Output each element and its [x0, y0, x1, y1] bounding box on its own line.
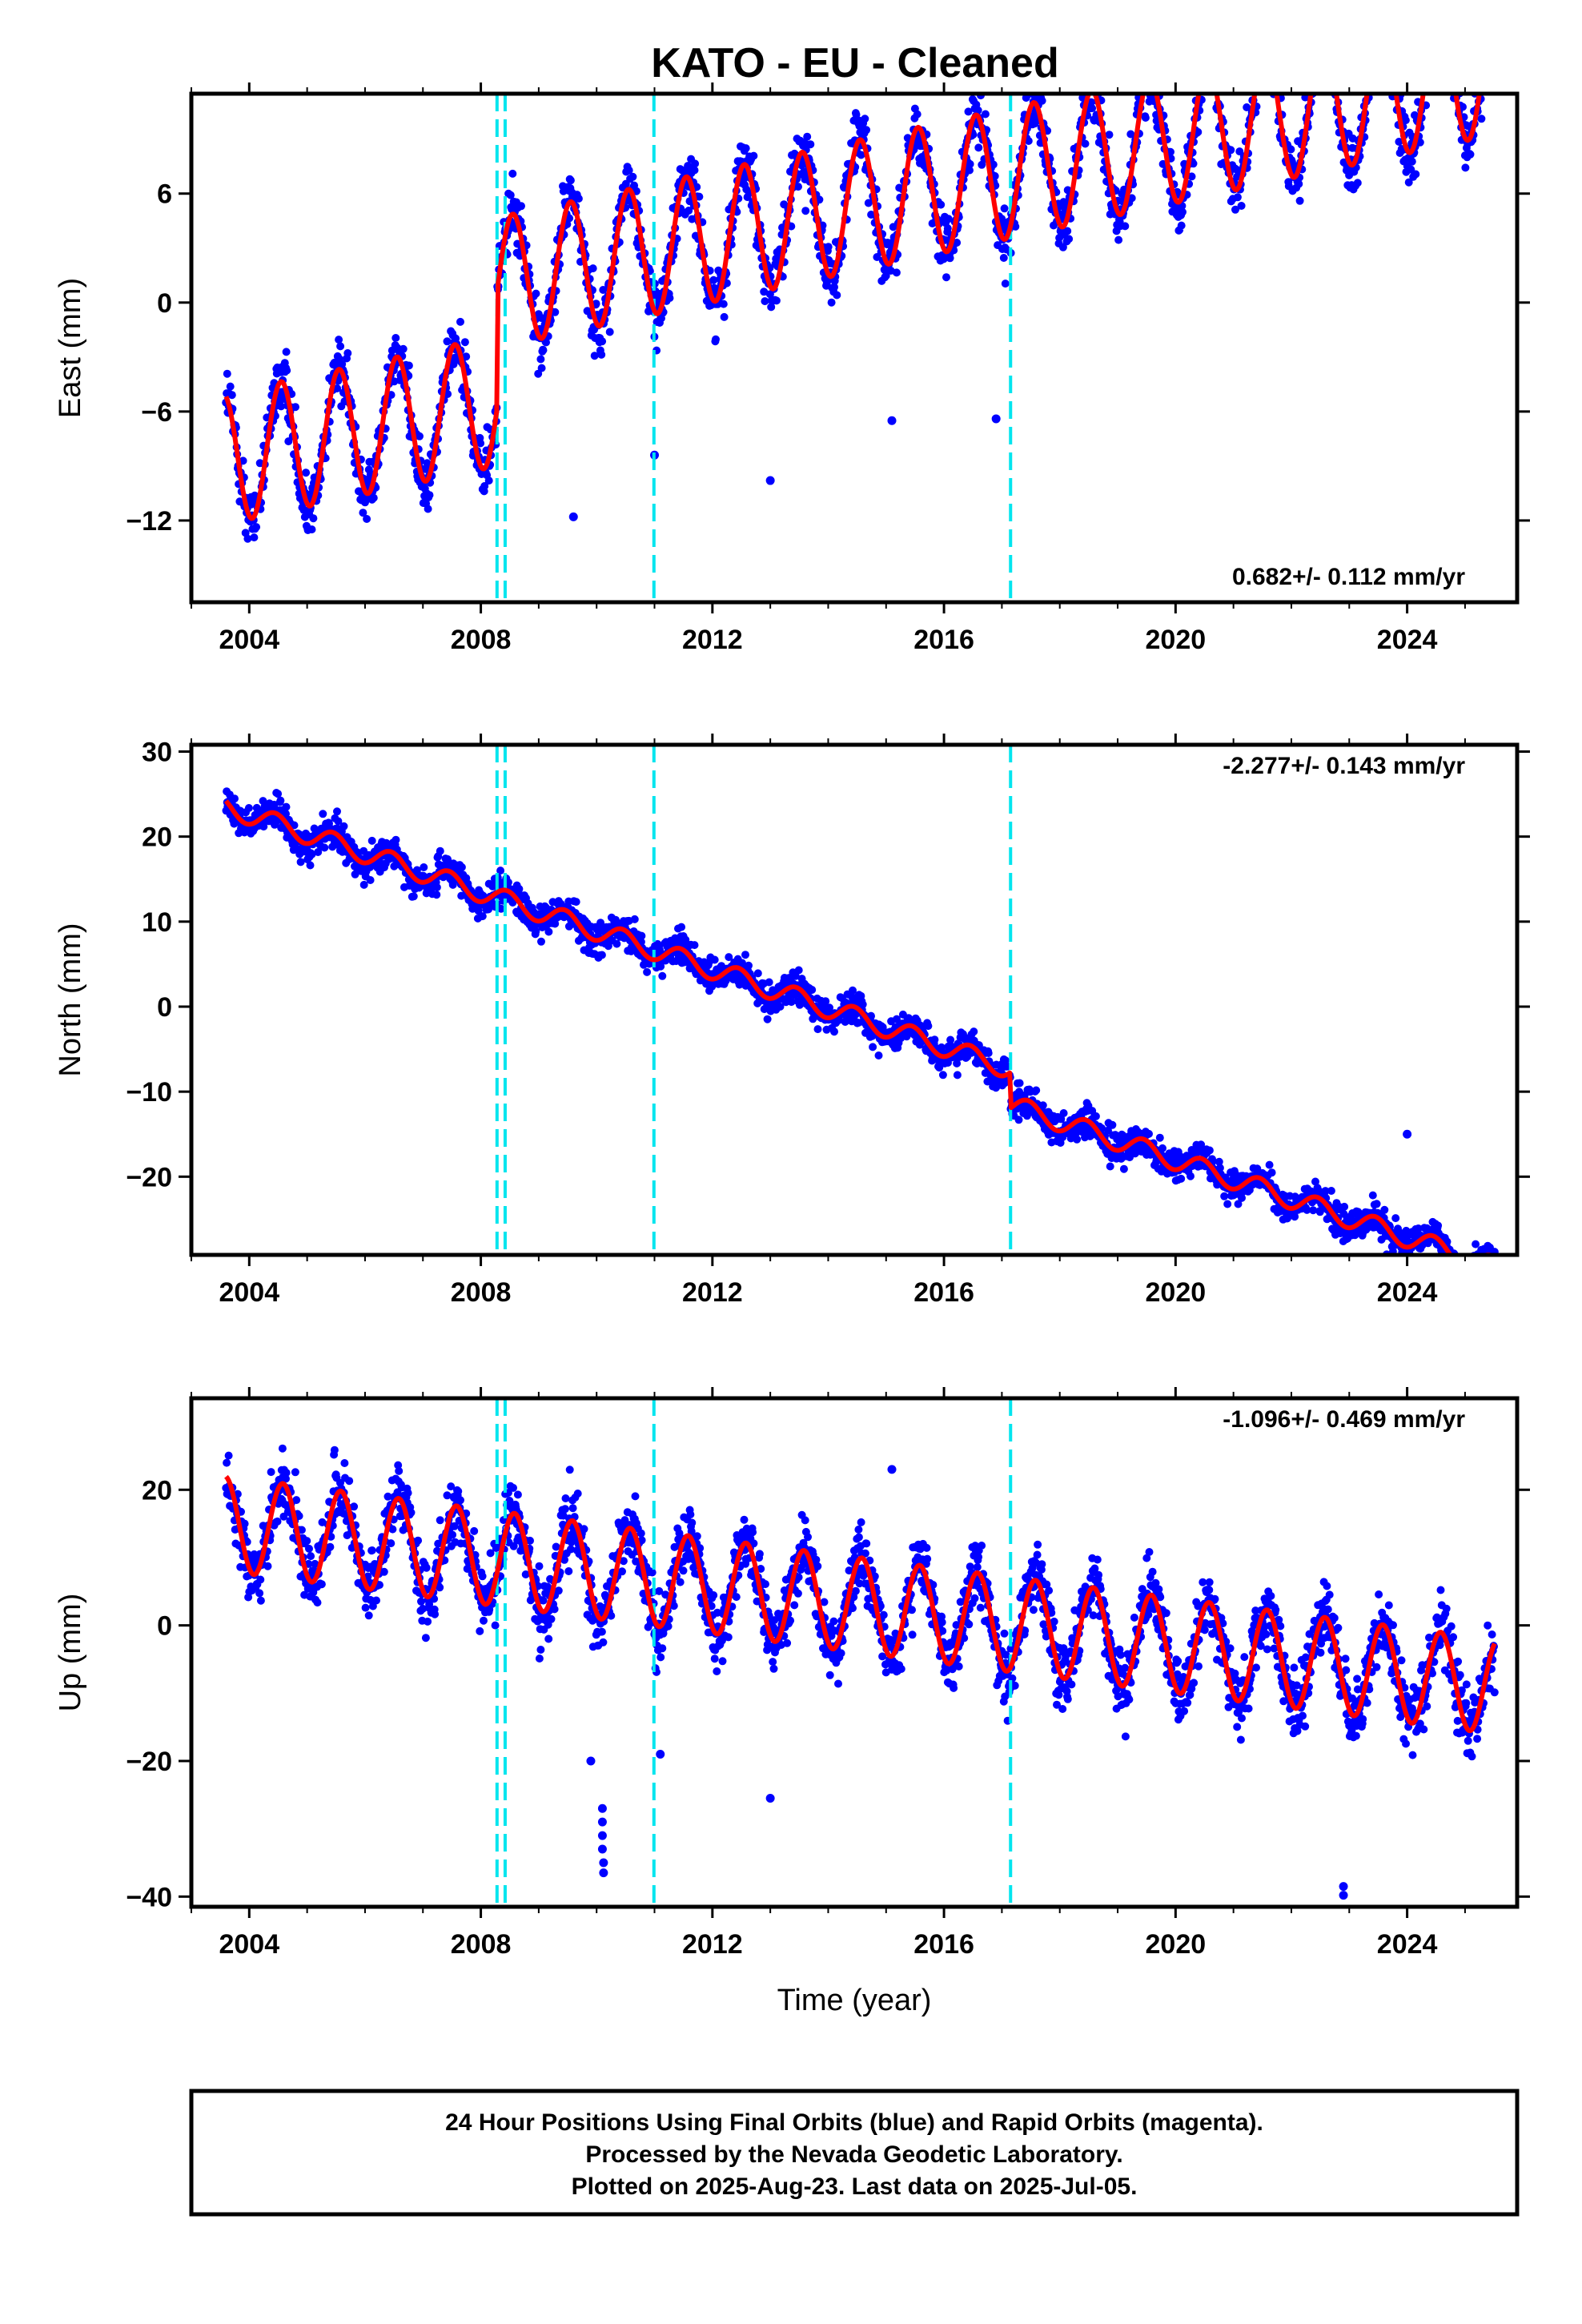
north-y-tick-label-2: 10 — [142, 907, 172, 938]
east-x-tick-label-3: 2016 — [913, 625, 974, 655]
footer-box: 24 Hour Positions Using Final Orbits (bl… — [189, 2089, 1520, 2217]
chart-title: KATO - EU - Cleaned — [651, 40, 1058, 86]
east-x-tick-label-2: 2012 — [682, 625, 743, 655]
east-x-tick-label-0: 2004 — [219, 625, 279, 655]
panel-north: 2004 2008 2012 2016 2020 2024 30 20 10 0 −10 −20 Nor… — [54, 734, 1530, 1308]
east-outlier-3 — [887, 416, 897, 425]
up-outlier-7 — [1339, 1882, 1348, 1892]
footer-line-1: 24 Hour Positions Using Final Orbits (bl… — [445, 2109, 1263, 2136]
north-observation-points — [222, 787, 1499, 1255]
up-outlier-0 — [597, 1803, 607, 1813]
up-outlier-3 — [597, 1844, 607, 1854]
x-axis-label: Time (year) — [777, 1984, 932, 2017]
east-y-tick-label-1: 0 — [157, 288, 172, 319]
up-rate-label: -1.096+/- 0.469 mm/yr — [1223, 1406, 1465, 1433]
east-rate-label: 0.682+/- 0.112 mm/yr — [1232, 564, 1465, 590]
north-outlier-0 — [1403, 1129, 1412, 1139]
east-model-curve — [223, 94, 1482, 521]
north-y-tick-label-3: 0 — [157, 992, 172, 1023]
east-outlier-4 — [991, 414, 1001, 424]
east-outlier-0 — [568, 512, 578, 521]
footer-line-3: Plotted on 2025-Aug-23. Last data on 202… — [572, 2173, 1138, 2200]
north-x-tick-label-0: 2004 — [219, 1277, 279, 1308]
up-outlier-9 — [887, 1465, 897, 1474]
east-x-tick-label-4: 2020 — [1146, 625, 1207, 655]
up-outlier-1 — [597, 1817, 607, 1827]
north-observations — [222, 787, 1499, 1255]
north-model-curve — [223, 799, 1496, 1255]
panel-up: 2004 2008 2012 2016 2020 2024 20 0 −20 −40 Up (mm)… — [54, 1387, 1530, 1960]
up-x-tick-label-5: 2024 — [1377, 1929, 1438, 1960]
east-observation-points — [222, 94, 1486, 543]
east-y-tick-label-3: −12 — [126, 506, 172, 537]
up-x-tick-label-0: 2004 — [219, 1929, 279, 1960]
north-x-tick-label-2: 2012 — [682, 1277, 743, 1308]
up-outlier-10 — [765, 1794, 775, 1803]
up-x-tick-label-3: 2016 — [913, 1929, 974, 1960]
up-model-curve — [224, 1474, 1497, 1734]
north-y-axis-label: North (mm) — [54, 923, 87, 1076]
north-frame — [189, 742, 1520, 1257]
up-x-tick-label-2: 2012 — [682, 1929, 743, 1960]
north-x-tick-label-5: 2024 — [1377, 1277, 1438, 1308]
up-y-tick-label-1: 0 — [157, 1611, 172, 1642]
up-outlier-6 — [586, 1756, 596, 1766]
north-x-tick-label-4: 2020 — [1146, 1277, 1207, 1308]
north-y-tick-label-5: −20 — [126, 1162, 172, 1192]
up-outlier-2 — [597, 1831, 607, 1840]
up-x-tick-label-4: 2020 — [1146, 1929, 1207, 1960]
north-y-tick-label-1: 20 — [142, 822, 172, 853]
east-y-tick-label-0: 6 — [157, 179, 172, 210]
up-y-tick-label-3: −40 — [126, 1882, 172, 1912]
north-x-tick-label-1: 2008 — [451, 1277, 512, 1308]
up-outlier-4 — [599, 1858, 608, 1868]
east-observations — [222, 94, 1486, 543]
up-x-tick-label-1: 2008 — [451, 1929, 512, 1960]
up-observation-points — [222, 1444, 1499, 1761]
east-x-tick-label-1: 2008 — [451, 625, 512, 655]
panel-east: 2004 2008 2012 2016 2020 2024 6 0 −6 −12 East (mm)… — [54, 82, 1530, 655]
up-outlier-8 — [1339, 1891, 1348, 1900]
north-x-tick-label-3: 2016 — [913, 1277, 974, 1308]
footer-frame — [189, 2089, 1520, 2217]
east-outlier-1 — [765, 476, 775, 485]
up-observations — [222, 1444, 1499, 1900]
up-outlier-5 — [599, 1868, 608, 1878]
east-x-tick-label-5: 2024 — [1377, 625, 1438, 655]
east-frame — [189, 91, 1520, 605]
up-y-tick-label-0: 20 — [142, 1475, 172, 1506]
up-y-tick-label-2: −20 — [126, 1747, 172, 1777]
north-y-tick-label-4: −10 — [126, 1077, 172, 1108]
up-y-axis-label: Up (mm) — [54, 1594, 87, 1712]
footer-line-2: Processed by the Nevada Geodetic Laborat… — [585, 2141, 1122, 2168]
up-frame — [189, 1396, 1520, 1909]
east-y-axis-label: East (mm) — [54, 278, 87, 418]
up-outlier-11 — [656, 1750, 665, 1759]
east-y-tick-label-2: −6 — [141, 397, 172, 428]
north-y-tick-label-0: 30 — [142, 737, 172, 767]
north-rate-label: -2.277+/- 0.143 mm/yr — [1223, 753, 1465, 779]
